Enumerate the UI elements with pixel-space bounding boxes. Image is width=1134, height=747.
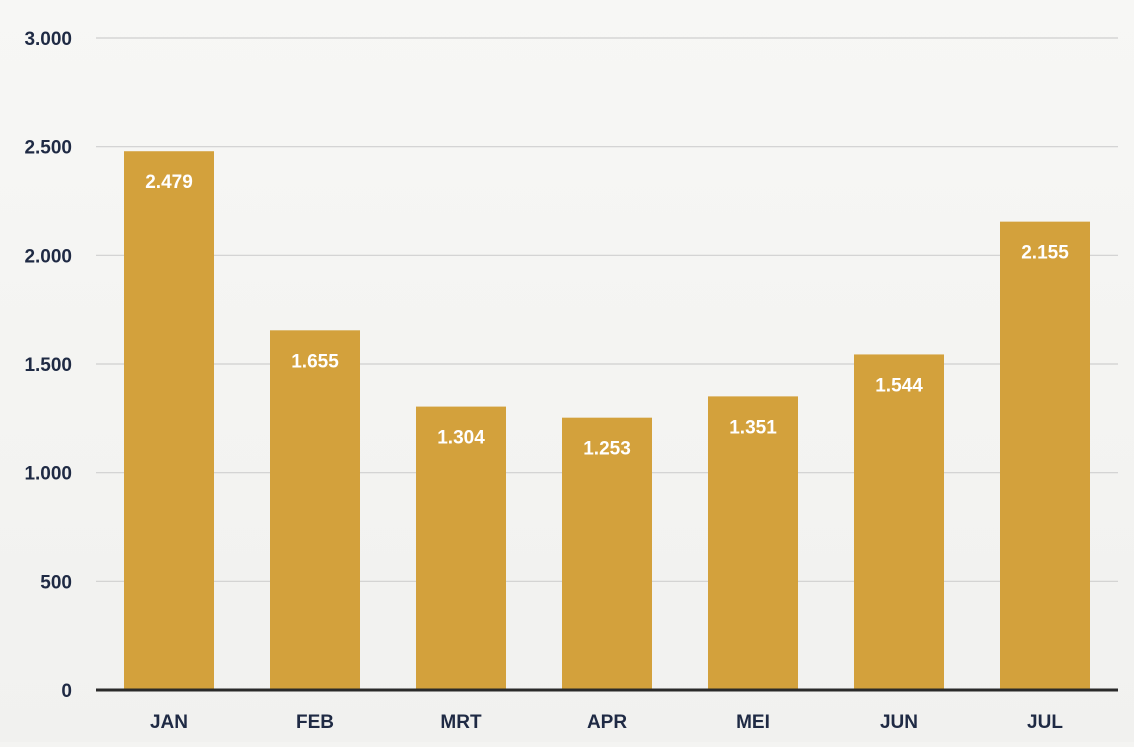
bar-mei	[708, 396, 798, 690]
bar-value-label: 2.155	[1021, 243, 1069, 264]
x-tick-label: JAN	[150, 712, 188, 733]
gridlines	[96, 37, 1118, 582]
bar-value-label: 2.479	[145, 172, 193, 193]
x-tick-label: JUN	[880, 712, 918, 733]
x-tick-label: FEB	[296, 712, 334, 733]
y-tick-label: 2.000	[24, 246, 72, 267]
bar-jan	[124, 151, 214, 691]
x-tick-label: MEI	[736, 712, 770, 733]
bar-value-label: 1.544	[875, 375, 923, 396]
bar-apr	[562, 417, 652, 690]
bar-value-label: 1.351	[729, 417, 777, 438]
bar-jul	[1000, 221, 1090, 690]
y-tick-label: 2.500	[24, 138, 72, 159]
y-tick-label: 1.000	[24, 464, 72, 485]
bar-value-label: 1.304	[437, 428, 485, 449]
labels: 0 500 1.000 1.500 2.000 2.500 3.000 2.479 JAN 1.6…	[24, 29, 1069, 733]
x-tick-label: JUL	[1027, 712, 1063, 733]
bar-value-label: 1.655	[291, 351, 339, 372]
bar-jun	[854, 354, 944, 690]
bar-value-label: 1.253	[583, 439, 631, 460]
y-tick-label: 1.500	[24, 355, 72, 376]
bar-feb	[270, 330, 360, 690]
x-tick-label: MRT	[440, 712, 482, 733]
bar-mrt	[416, 406, 506, 690]
y-tick-label: 3.000	[24, 29, 72, 50]
bars	[124, 151, 1090, 691]
y-tick-label: 0	[61, 681, 72, 702]
x-tick-label: APR	[587, 712, 627, 733]
y-tick-label: 500	[40, 572, 72, 593]
